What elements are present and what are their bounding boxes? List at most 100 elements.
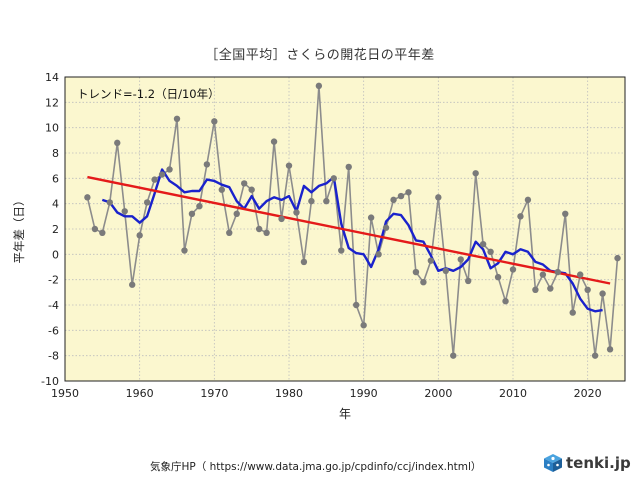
annual-data-point bbox=[114, 139, 121, 147]
x-tick-label: 1990 bbox=[350, 387, 378, 400]
annual-data-point bbox=[91, 225, 99, 233]
y-tick-label: 8 bbox=[52, 147, 59, 160]
annual-data-point bbox=[591, 352, 599, 359]
annual-series-line bbox=[86, 85, 619, 356]
moving-average-line bbox=[101, 168, 603, 313]
annual-data-point bbox=[450, 352, 457, 359]
annual-data-point bbox=[390, 196, 397, 204]
x-tick-label: 1950 bbox=[51, 387, 79, 400]
annual-data-point bbox=[285, 162, 293, 169]
y-tick-label: 2 bbox=[52, 223, 59, 236]
annual-data-point bbox=[479, 241, 487, 248]
annual-data-point bbox=[226, 229, 233, 236]
brand-logo[interactable]: tenki.jp bbox=[543, 453, 631, 473]
y-tick-label: 6 bbox=[52, 172, 59, 185]
cube-icon bbox=[544, 454, 562, 472]
annual-data-point bbox=[427, 257, 435, 264]
annual-data-point bbox=[420, 279, 427, 286]
annual-data-point bbox=[308, 197, 315, 205]
x-tick-label: 2010 bbox=[499, 387, 527, 400]
annual-data-point bbox=[278, 215, 285, 223]
annual-data-point bbox=[293, 209, 300, 216]
annual-data-point bbox=[158, 171, 166, 178]
y-tick-label: 0 bbox=[52, 248, 59, 261]
annual-data-point bbox=[465, 277, 472, 285]
y-tick-label: -4 bbox=[48, 299, 59, 312]
annual-data-point bbox=[196, 203, 203, 210]
annual-data-point bbox=[255, 225, 263, 233]
y-tick-label: -8 bbox=[48, 350, 59, 363]
annual-data-point bbox=[99, 229, 106, 236]
annual-data-point bbox=[547, 285, 554, 292]
annual-data-point bbox=[509, 266, 517, 273]
chart-title: ［全国平均］さくらの開花日の平年差 bbox=[205, 48, 435, 63]
annual-data-point bbox=[554, 268, 561, 276]
annual-data-point bbox=[397, 192, 405, 200]
annual-data-point bbox=[151, 176, 158, 183]
annual-data-point bbox=[435, 194, 442, 201]
brand-name: tenki.jp bbox=[566, 454, 631, 472]
annual-data-point bbox=[517, 213, 524, 220]
annual-data-point bbox=[173, 115, 181, 123]
annual-data-point bbox=[143, 199, 151, 206]
annual-data-point bbox=[211, 118, 218, 125]
x-axis-label: 年 bbox=[339, 407, 351, 421]
annual-data-point bbox=[472, 170, 479, 177]
annual-data-point bbox=[457, 256, 464, 263]
y-tick-label: 4 bbox=[52, 198, 59, 211]
y-axis-label: 平年差（日） bbox=[12, 195, 26, 264]
annual-data-point bbox=[353, 301, 360, 309]
y-tick-label: -10 bbox=[41, 375, 59, 388]
tick-layer: -10 -8 -6 -4 -2 0 2 4 6 8 10 12 14 1950 1960 1970 1980 19… bbox=[41, 71, 602, 400]
y-tick-label: 14 bbox=[45, 71, 59, 84]
annual-data-point bbox=[532, 286, 539, 293]
annual-data-point bbox=[584, 286, 591, 293]
annual-data-point bbox=[106, 199, 114, 206]
annual-data-point bbox=[203, 161, 211, 168]
annual-data-point bbox=[315, 82, 323, 90]
x-tick-label: 1980 bbox=[275, 387, 303, 400]
annual-data-point bbox=[248, 186, 255, 193]
annual-data-point bbox=[270, 138, 278, 145]
annual-data-point bbox=[539, 271, 547, 278]
x-tick-label: 1970 bbox=[200, 387, 228, 400]
annual-data-point bbox=[345, 163, 352, 171]
annual-data-point bbox=[562, 210, 569, 217]
y-tick-label: 12 bbox=[45, 96, 59, 109]
annual-data-point bbox=[412, 268, 420, 276]
annual-data-point bbox=[524, 196, 532, 204]
x-tick-label: 2000 bbox=[424, 387, 452, 400]
annual-data-point bbox=[569, 309, 576, 316]
annual-data-point bbox=[181, 247, 188, 254]
source-credit: 気象庁HP（ https://www.data.jma.go.jp/cpdinf… bbox=[150, 461, 482, 473]
annual-data-point bbox=[121, 208, 128, 215]
annual-data-point bbox=[606, 346, 614, 353]
annual-data-point bbox=[136, 232, 143, 239]
annual-data-point bbox=[614, 254, 621, 262]
y-tick-label: -2 bbox=[48, 274, 59, 287]
annual-data-point bbox=[382, 224, 390, 231]
annual-data-point bbox=[405, 189, 412, 196]
annual-data-point bbox=[129, 281, 136, 288]
annual-data-point bbox=[338, 247, 345, 254]
annual-data-point bbox=[330, 175, 337, 182]
annual-data-point bbox=[300, 258, 308, 266]
x-tick-label: 1960 bbox=[126, 387, 154, 400]
y-tick-label: -6 bbox=[48, 324, 59, 337]
annual-data-point bbox=[577, 271, 584, 278]
annual-data-point bbox=[323, 197, 330, 205]
annual-data-point bbox=[502, 298, 509, 305]
annual-data-point bbox=[218, 186, 225, 193]
y-tick-label: 10 bbox=[45, 122, 59, 135]
annual-data-point bbox=[360, 322, 367, 329]
annual-data-point bbox=[442, 267, 449, 274]
annual-data-point bbox=[241, 180, 248, 187]
annual-data-point bbox=[367, 214, 375, 221]
annual-data-point bbox=[166, 166, 173, 173]
annual-data-point bbox=[188, 210, 196, 217]
annual-data-point bbox=[494, 273, 502, 281]
trend-annotation: トレンド=-1.2（日/10年） bbox=[77, 87, 220, 101]
trend-line bbox=[87, 175, 611, 285]
annual-data-point bbox=[263, 229, 270, 236]
